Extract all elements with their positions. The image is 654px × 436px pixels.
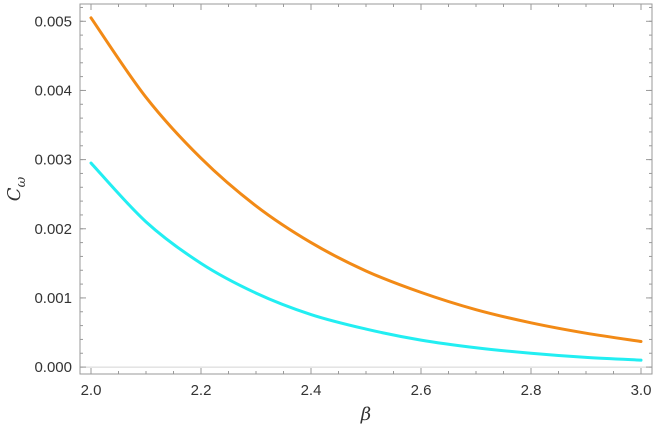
y-axis-label-subscript: ω — [14, 176, 29, 187]
series-line-2 — [89, 161, 643, 362]
y-tick-label: 0.005 — [34, 13, 72, 30]
plot-frame — [79, 3, 653, 375]
series-line-1 — [89, 16, 643, 343]
x-tick-label: 2.8 — [521, 382, 542, 399]
series-layer — [89, 16, 643, 362]
y-tick-label: 0.004 — [34, 82, 72, 99]
y-tick-label: 0.000 — [34, 359, 72, 376]
x-tick-label: 2.4 — [301, 382, 322, 399]
y-axis: 0.000 0.001 0.002 0.003 0.004 0.005 — [34, 6, 652, 376]
y-tick-label: 0.003 — [34, 152, 72, 169]
x-tick-label: 2.0 — [81, 382, 102, 399]
x-tick-label: 2.6 — [411, 382, 432, 399]
y-axis-label: Cω — [4, 176, 29, 201]
x-axis: 2.0 2.2 2.4 2.6 2.8 3.0 — [81, 4, 652, 399]
y-tick-label: 0.002 — [34, 221, 72, 238]
y-tick-label: 0.001 — [34, 290, 72, 307]
x-tick-label: 2.2 — [191, 382, 212, 399]
x-tick-label: 3.0 — [631, 382, 652, 399]
x-axis-label: β — [360, 404, 371, 425]
y-axis-label-main: C — [4, 187, 25, 201]
